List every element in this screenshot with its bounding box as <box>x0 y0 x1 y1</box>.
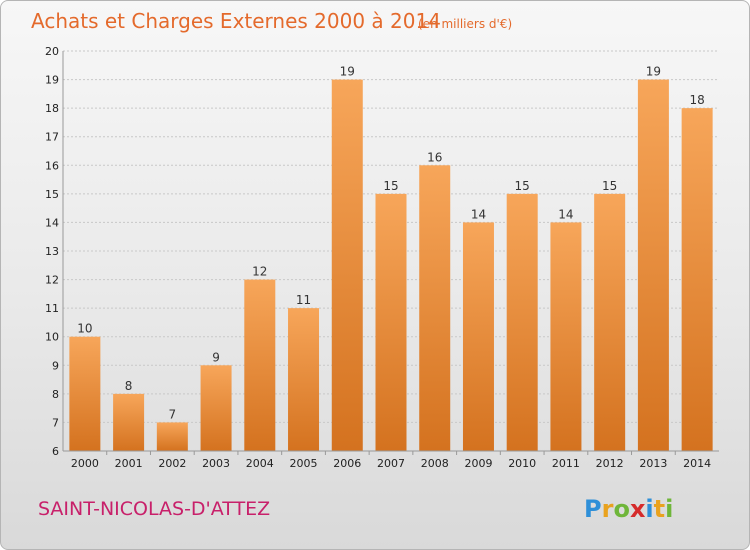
y-tick-label: 14 <box>45 216 59 229</box>
logo-letter: x <box>630 495 646 523</box>
x-tick-label: 2009 <box>464 457 492 470</box>
y-tick-label: 11 <box>45 302 59 315</box>
x-tick-label: 2004 <box>246 457 274 470</box>
x-axis: 2000 2001 2002 2003 2004 2005 2006 2007 2008 2009… <box>71 451 711 470</box>
data-label: 8 <box>125 379 133 393</box>
bars <box>69 79 713 452</box>
bar-2005 <box>288 308 320 451</box>
x-tick-label: 2012 <box>596 457 624 470</box>
y-tick-label: 8 <box>52 388 59 401</box>
bar-2006 <box>331 79 363 452</box>
x-tick-label: 2001 <box>115 457 143 470</box>
proxiti-logo: Proxiti <box>584 495 673 523</box>
y-tick-label: 18 <box>45 102 59 115</box>
bar-2013 <box>637 79 669 452</box>
bar-2001 <box>113 393 145 451</box>
data-label: 10 <box>77 322 92 336</box>
chart-title: Achats et Charges Externes 2000 à 2014 <box>31 9 441 33</box>
bar-2003 <box>200 365 232 451</box>
y-tick-label: 12 <box>45 274 59 287</box>
bar-2010 <box>506 193 538 451</box>
logo-letter: o <box>613 495 630 523</box>
data-label: 9 <box>212 350 220 364</box>
bar-2007 <box>375 193 407 451</box>
x-tick-label: 2010 <box>508 457 536 470</box>
logo-letter: P <box>584 495 602 523</box>
data-label: 16 <box>427 150 442 164</box>
data-label: 11 <box>296 293 311 307</box>
data-label: 15 <box>383 179 398 193</box>
logo-letter: i <box>645 495 653 523</box>
data-label: 15 <box>602 179 617 193</box>
x-tick-label: 2003 <box>202 457 230 470</box>
bar-2012 <box>594 193 626 451</box>
y-tick-label: 9 <box>52 359 59 372</box>
bar-2002 <box>156 422 188 451</box>
data-label: 14 <box>558 207 573 221</box>
x-tick-label: 2011 <box>552 457 580 470</box>
y-tick-label: 19 <box>45 74 59 87</box>
bar-2014 <box>681 108 713 452</box>
logo-letter: r <box>602 495 614 523</box>
commune-name: SAINT-NICOLAS-D'ATTEZ <box>38 498 270 520</box>
bar-2009 <box>462 222 494 451</box>
y-tick-label: 6 <box>52 445 59 458</box>
y-tick-label: 7 <box>52 416 59 429</box>
x-tick-label: 2014 <box>683 457 711 470</box>
y-tick-label: 20 <box>45 45 59 58</box>
bar-2004 <box>244 279 276 451</box>
x-tick-label: 2002 <box>158 457 186 470</box>
data-label: 7 <box>169 407 177 421</box>
y-tick-label: 10 <box>45 331 59 344</box>
y-axis: 6 7 8 9 10 11 12 13 14 15 16 17 18 19 20 <box>45 45 719 458</box>
data-label: 14 <box>471 207 486 221</box>
y-tick-label: 17 <box>45 131 59 144</box>
chart-subtitle: (en milliers d'€) <box>418 17 512 31</box>
bar-2000 <box>69 336 101 451</box>
x-tick-label: 2006 <box>333 457 361 470</box>
data-label: 19 <box>646 65 661 79</box>
data-label: 15 <box>515 179 530 193</box>
y-tick-label: 13 <box>45 245 59 258</box>
data-labels: 10 8 7 9 12 11 19 15 16 14 15 14 15 19 18 <box>77 65 705 422</box>
logo-letter: i <box>665 495 673 523</box>
x-tick-label: 2008 <box>421 457 449 470</box>
x-tick-label: 2005 <box>290 457 318 470</box>
bar-2008 <box>419 165 451 452</box>
bar-2011 <box>550 222 582 451</box>
y-tick-label: 16 <box>45 159 59 172</box>
x-tick-label: 2007 <box>377 457 405 470</box>
y-tick-label: 15 <box>45 188 59 201</box>
x-tick-label: 2000 <box>71 457 99 470</box>
x-tick-label: 2013 <box>639 457 667 470</box>
data-label: 18 <box>689 93 704 107</box>
logo-letter: t <box>654 495 665 523</box>
data-label: 19 <box>340 65 355 79</box>
data-label: 12 <box>252 265 267 279</box>
